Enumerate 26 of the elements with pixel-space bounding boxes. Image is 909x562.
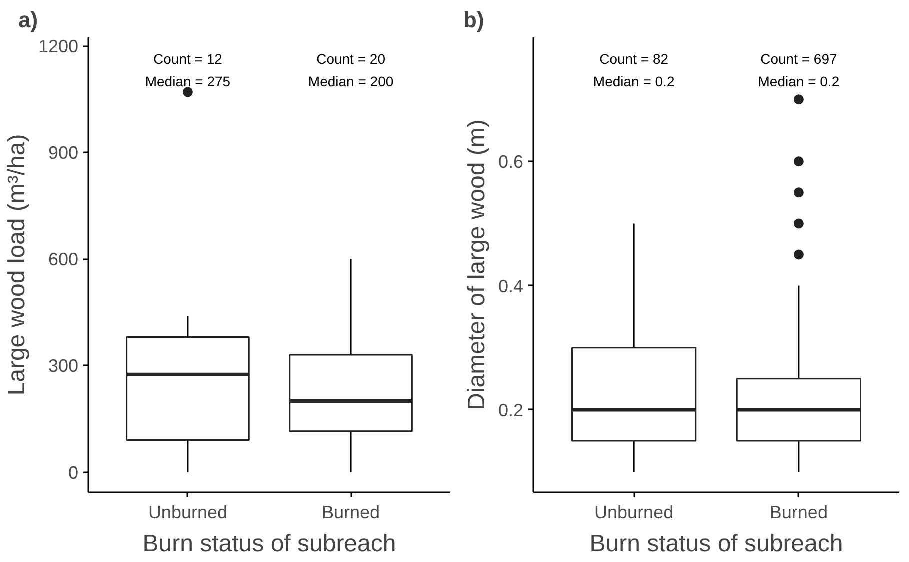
y-axis-title: Large wood load (m³/ha): [3, 134, 30, 396]
y-tick-label: 0.4: [498, 276, 524, 296]
y-tick-label: 300: [48, 356, 79, 376]
x-axis-title: Burn status of subreach: [590, 530, 844, 558]
annotation: Median = 0.2: [593, 74, 675, 90]
y-tick-label: 600: [48, 250, 79, 270]
y-tick-label: 0: [68, 462, 79, 483]
chart-title: b): [464, 8, 484, 32]
annotation: Count = 697: [760, 50, 838, 67]
annotation: Count = 12: [154, 50, 223, 67]
y-tick-label: 0.2: [498, 400, 524, 420]
annotation: Median = 275: [145, 74, 231, 90]
x-tick-label: Burned: [770, 502, 828, 522]
x-tick-label: Burned: [322, 502, 380, 522]
annotation: Count = 82: [600, 50, 669, 67]
y-tick-label: 1200: [38, 36, 79, 57]
annotation: Median = 0.2: [758, 74, 840, 90]
annotation: Median = 200: [308, 74, 394, 90]
chart-title: a): [18, 8, 38, 32]
y-tick-label: 0.6: [498, 152, 524, 172]
y-tick-label: 900: [48, 143, 79, 164]
x-tick-label: Unburned: [594, 502, 674, 522]
y-axis-title: Diameter of large wood (m): [463, 120, 490, 410]
x-tick-label: Unburned: [148, 502, 228, 522]
x-axis-title: Burn status of subreach: [142, 530, 396, 558]
annotation: Count = 20: [316, 50, 386, 67]
